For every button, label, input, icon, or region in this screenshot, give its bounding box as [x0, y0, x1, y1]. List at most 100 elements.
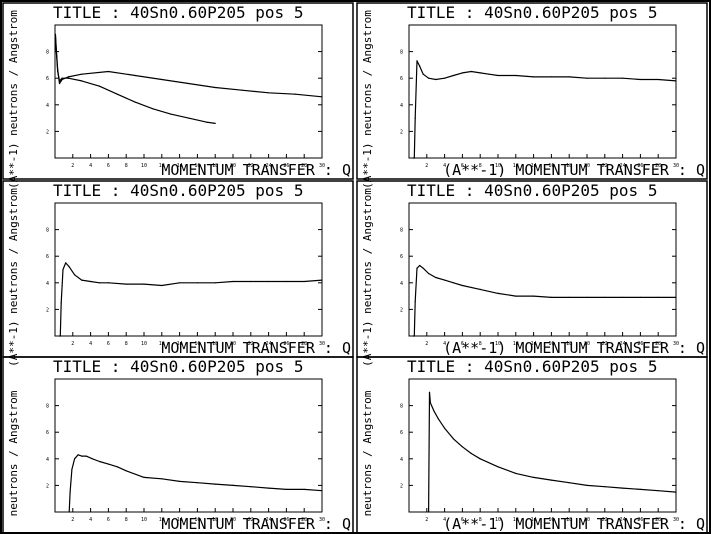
data-point — [414, 300, 416, 302]
x-tick-label: 30 — [673, 341, 679, 347]
data-point — [428, 77, 430, 79]
data-point — [116, 466, 118, 468]
x-axis-label: (A**-1) MOMENTUM TRANSFER : Q — [443, 161, 705, 179]
data-point — [586, 484, 588, 486]
x-tick-label: 8 — [479, 341, 482, 347]
x-tick-label: 4 — [89, 517, 92, 523]
x-tick-label: 18 — [566, 517, 572, 523]
data-point — [461, 284, 463, 287]
data-point — [294, 93, 296, 95]
data-point — [444, 77, 446, 79]
x-tick-label: 10 — [141, 517, 147, 523]
x-tick-label: 12 — [159, 341, 165, 347]
data-point — [214, 122, 216, 124]
x-tick-label: 2 — [71, 341, 74, 347]
data-point — [161, 78, 163, 81]
data-point — [413, 157, 415, 159]
plot-area — [408, 202, 677, 337]
data-point — [60, 302, 62, 304]
data-point — [232, 280, 234, 283]
x-tick-label: 20 — [584, 341, 590, 347]
x-tick-label: 24 — [620, 163, 626, 169]
data-point — [444, 427, 446, 429]
data-point — [143, 283, 145, 285]
x-tick-label: 6 — [107, 341, 110, 347]
data-point — [268, 280, 270, 283]
x-tick-label: 14 — [531, 517, 537, 523]
data-point — [81, 455, 83, 457]
x-tick-label: 26 — [637, 341, 643, 347]
y-tick-label: 4 — [400, 457, 403, 463]
plot-area — [54, 378, 323, 513]
data-point — [81, 73, 83, 75]
data-point — [550, 296, 553, 298]
x-tick-label: 28 — [655, 341, 661, 347]
x-tick-label: 24 — [266, 517, 272, 523]
data-point — [303, 280, 305, 283]
x-tick-label: 10 — [141, 163, 147, 169]
data-point — [107, 70, 109, 73]
data-point — [77, 454, 79, 456]
data-point — [497, 466, 499, 468]
data-point — [250, 280, 252, 283]
data-point — [161, 478, 163, 480]
data-point — [533, 76, 535, 78]
data-point — [321, 490, 323, 492]
data-point — [437, 418, 439, 420]
data-point — [196, 282, 198, 284]
series-line-1 — [54, 34, 323, 98]
panel-frame — [356, 2, 708, 180]
x-tick-label: 22 — [602, 341, 608, 347]
x-tick-label: 20 — [584, 517, 590, 523]
x-tick-label: 22 — [248, 517, 254, 523]
data-point — [497, 74, 499, 77]
x-tick-label: 18 — [212, 163, 218, 169]
panel-title: TITLE : 40Sn0.60P205 pos 5 — [53, 357, 303, 376]
data-point — [116, 93, 118, 95]
data-point — [586, 77, 588, 79]
data-point — [533, 295, 535, 297]
x-tick-label: 10 — [495, 517, 501, 523]
data-point — [241, 89, 243, 91]
x-tick-label: 4 — [443, 163, 446, 169]
data-point — [71, 468, 73, 470]
data-point — [68, 266, 70, 268]
data-point — [444, 279, 446, 281]
data-point — [639, 296, 642, 298]
y-tick-label: 6 — [46, 254, 49, 260]
x-tick-label: 24 — [266, 341, 272, 347]
data-point — [152, 108, 154, 110]
x-tick-label: 12 — [513, 517, 519, 523]
y-axis-label: neutrons / Angstrom — [361, 390, 374, 516]
x-tick-label: 28 — [301, 163, 307, 169]
x-tick-label: 20 — [230, 517, 236, 523]
data-point — [170, 113, 172, 115]
y-tick-label: 8 — [46, 404, 49, 410]
data-point — [416, 60, 418, 62]
data-point — [58, 80, 61, 82]
data-point — [57, 70, 59, 73]
data-point — [622, 296, 624, 298]
x-tick-label: 4 — [443, 517, 446, 523]
data-point — [69, 491, 71, 493]
data-point — [604, 296, 606, 298]
x-tick-label: 14 — [177, 517, 183, 523]
data-point — [285, 280, 287, 283]
data-point — [196, 482, 198, 484]
data-point — [321, 96, 323, 98]
data-point — [515, 295, 517, 297]
y-tick-label: 6 — [46, 76, 49, 82]
data-point — [461, 72, 463, 74]
data-point — [61, 77, 63, 79]
x-tick-label: 2 — [425, 517, 428, 523]
y-tick-label: 6 — [46, 430, 49, 436]
data-point — [134, 101, 136, 103]
data-point — [55, 51, 57, 53]
data-point — [568, 482, 570, 484]
data-point — [81, 279, 83, 281]
data-point — [268, 487, 270, 489]
data-point — [268, 92, 270, 94]
y-tick-label: 6 — [400, 430, 403, 436]
x-tick-label: 6 — [107, 517, 110, 523]
